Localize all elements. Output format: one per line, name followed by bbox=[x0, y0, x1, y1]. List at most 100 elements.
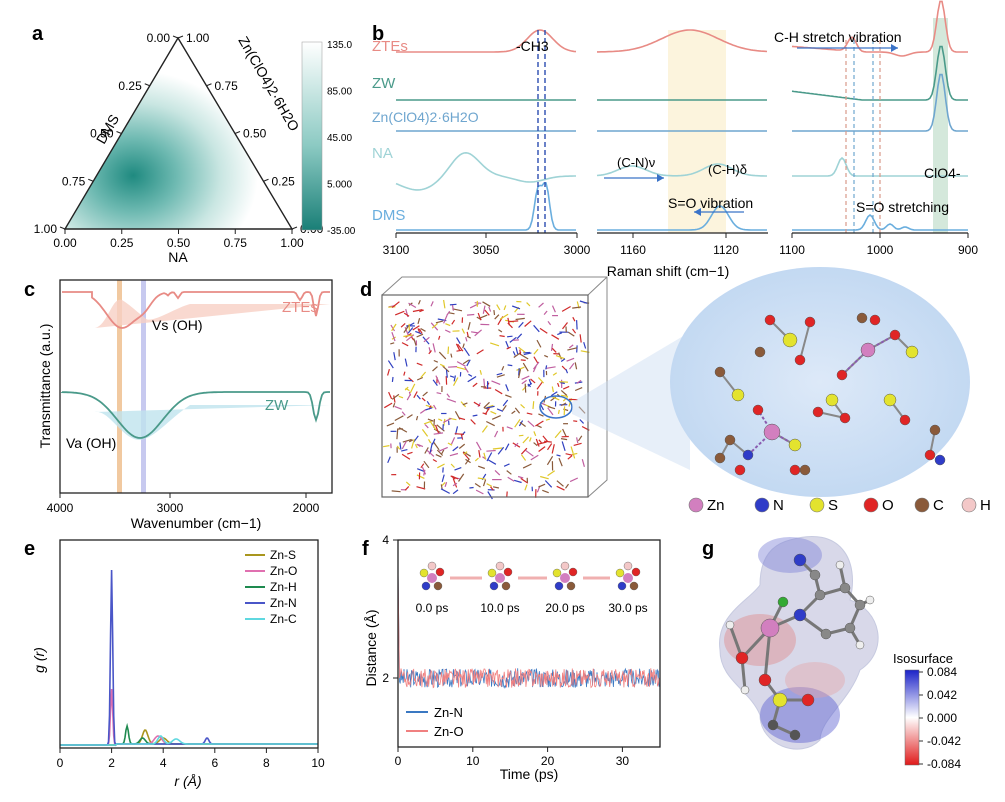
tick-label: 0.000 bbox=[927, 711, 957, 725]
bond bbox=[399, 442, 402, 450]
tick-label: 0.25 bbox=[118, 79, 142, 93]
bond bbox=[514, 407, 521, 414]
legend-label: Zn-O bbox=[434, 724, 464, 739]
snapshot-atom bbox=[566, 581, 576, 591]
bond bbox=[438, 351, 447, 360]
atom bbox=[812, 406, 824, 418]
panel-e-letter: e bbox=[24, 538, 35, 560]
bond bbox=[392, 402, 396, 408]
bond bbox=[408, 302, 417, 309]
tick-label: 6 bbox=[211, 756, 218, 770]
bond bbox=[533, 348, 539, 355]
bond bbox=[554, 430, 562, 439]
atom bbox=[835, 560, 845, 570]
bond bbox=[416, 333, 424, 338]
bond bbox=[431, 438, 436, 445]
atom bbox=[905, 345, 919, 359]
f-y-label: Distance (Å) bbox=[363, 609, 379, 686]
bond bbox=[538, 446, 546, 452]
bond bbox=[439, 363, 446, 368]
bond bbox=[555, 355, 565, 360]
tick-label: 0.50 bbox=[167, 236, 191, 250]
bond bbox=[457, 343, 464, 352]
bond bbox=[581, 459, 585, 467]
atom bbox=[758, 673, 772, 687]
atom bbox=[772, 692, 788, 708]
bond bbox=[421, 429, 429, 437]
tick-label: 0.75 bbox=[215, 79, 239, 93]
bond bbox=[438, 418, 443, 422]
bond bbox=[404, 485, 410, 491]
legend-swatch bbox=[688, 497, 704, 513]
bond bbox=[484, 407, 490, 415]
c-y-label: Transmittance (a.u.) bbox=[37, 324, 53, 449]
bond bbox=[494, 469, 501, 476]
atom bbox=[782, 332, 798, 348]
bond bbox=[490, 342, 500, 347]
bond bbox=[437, 463, 445, 469]
atom bbox=[855, 640, 865, 650]
bond bbox=[483, 401, 490, 409]
c-band-1 bbox=[117, 280, 122, 493]
atom bbox=[777, 596, 789, 608]
bond bbox=[458, 473, 465, 482]
bond bbox=[449, 452, 459, 457]
ternary-left-ticks: 0.00 0.25 0.50 0.75 1.00 bbox=[34, 31, 179, 236]
bond bbox=[445, 323, 451, 327]
bond bbox=[432, 366, 438, 372]
distance-traces bbox=[397, 567, 660, 689]
bond bbox=[474, 329, 482, 337]
atom bbox=[856, 312, 868, 324]
bond bbox=[544, 354, 549, 358]
f-legend: Zn-N Zn-O bbox=[406, 705, 464, 739]
bond bbox=[475, 489, 484, 495]
bond bbox=[449, 303, 457, 306]
bond bbox=[398, 395, 404, 399]
atom bbox=[839, 412, 851, 424]
bond bbox=[462, 402, 468, 406]
bond bbox=[492, 486, 500, 489]
tick-label: 0.25 bbox=[272, 174, 296, 188]
bond bbox=[503, 305, 507, 311]
bond bbox=[514, 442, 519, 448]
bond bbox=[453, 375, 456, 382]
bond bbox=[427, 418, 434, 422]
bond bbox=[560, 358, 566, 362]
bond bbox=[450, 475, 456, 480]
bond bbox=[524, 484, 528, 491]
snapshot-atom bbox=[554, 581, 564, 591]
bond bbox=[488, 306, 492, 312]
snapshot-zn bbox=[427, 573, 437, 583]
atom bbox=[714, 366, 726, 378]
bond bbox=[565, 453, 573, 456]
bond bbox=[572, 453, 576, 459]
bond bbox=[401, 453, 411, 460]
bond bbox=[466, 359, 471, 367]
bond bbox=[579, 419, 585, 424]
bond bbox=[538, 413, 544, 417]
bond bbox=[394, 405, 402, 410]
bond bbox=[487, 458, 497, 465]
bond bbox=[518, 321, 524, 328]
bond bbox=[428, 350, 432, 355]
bond bbox=[421, 397, 426, 402]
bond bbox=[496, 304, 501, 311]
bond bbox=[432, 343, 436, 353]
bond bbox=[560, 381, 565, 385]
raman-curve-na bbox=[596, 163, 767, 177]
legend-swatch bbox=[754, 497, 770, 513]
bond bbox=[466, 313, 475, 316]
atom bbox=[804, 316, 816, 328]
bond bbox=[412, 309, 423, 313]
esp-blue-top bbox=[758, 537, 822, 573]
ternary-x-label: NA bbox=[168, 249, 188, 265]
atom bbox=[764, 314, 776, 326]
c-x-ticks: 4000 3000 2000 bbox=[47, 493, 320, 515]
atom bbox=[742, 449, 754, 461]
atom bbox=[735, 651, 749, 665]
atom bbox=[854, 599, 866, 611]
bond bbox=[525, 449, 534, 457]
isosurface-colorbar bbox=[904, 669, 920, 766]
ann-ch-stretch: C-H stretch vibration bbox=[774, 29, 902, 45]
bond bbox=[560, 389, 568, 396]
